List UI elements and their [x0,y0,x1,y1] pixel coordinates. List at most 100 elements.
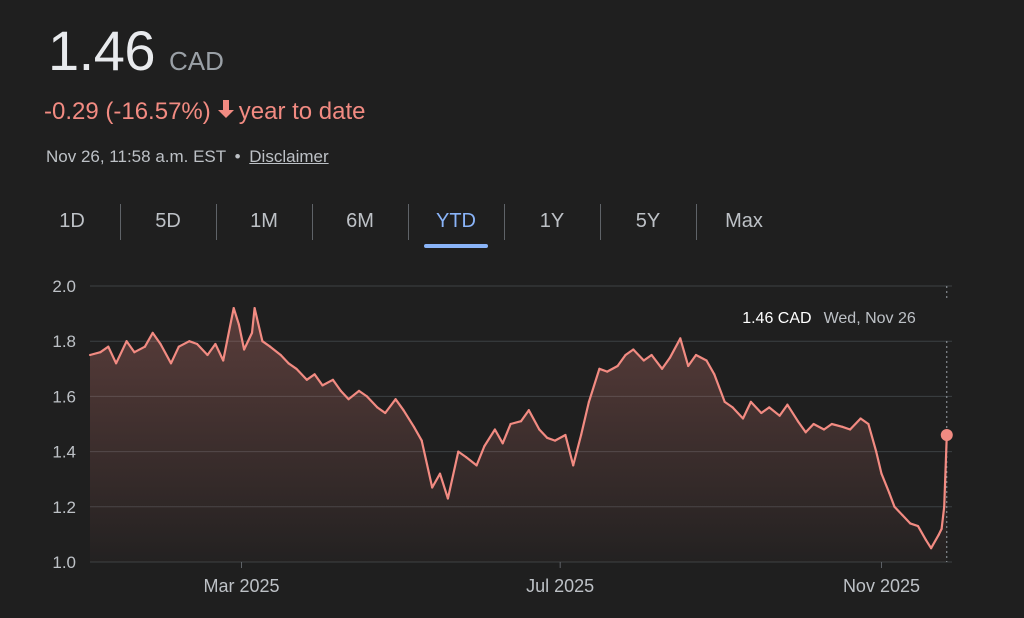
data-point [587,400,591,403]
data-point [475,464,478,467]
data-point [616,364,619,368]
data-point [916,525,920,528]
data-point [287,362,290,365]
data-point [88,353,92,357]
data-point [778,414,781,417]
data-point [261,340,264,343]
data-point [253,307,256,310]
data-point [365,395,368,398]
tab-1m[interactable]: 1M [216,202,312,242]
data-point [901,514,904,517]
data-point [705,359,708,362]
data-point [580,433,583,437]
data-point [206,353,209,357]
data-point [151,331,154,334]
data-point [841,425,844,428]
price-area [90,308,947,562]
data-point [924,538,928,541]
y-tick-label: 1.8 [52,332,76,351]
data-point [243,348,246,351]
data-point [376,406,379,409]
data-point [849,428,852,431]
data-point [509,422,512,426]
data-point [632,348,635,351]
data-point [493,428,496,431]
data-point [694,353,698,357]
data-point [431,486,434,489]
data-point [457,450,460,453]
data-point [553,439,557,442]
y-tick-label: 1.6 [52,387,76,406]
data-point [812,422,815,426]
data-point [159,342,162,346]
data-point [420,439,423,442]
data-point [305,378,308,381]
price-chart[interactable]: 1.0 1.2 1.4 1.6 1.8 2.0 Mar 2025 Jul 2025 Nov 2… [0,262,1024,602]
data-point [269,345,272,348]
tab-max[interactable]: Max [696,202,792,242]
data-point [196,342,199,346]
y-tick-label: 1.2 [52,498,76,517]
data-point [661,367,664,370]
tooltip-date: Wed, Nov 26 [823,310,916,327]
data-point [321,384,324,387]
bullet-separator: • [234,147,241,166]
data-point [339,389,342,392]
tab-1y[interactable]: 1Y [504,202,600,242]
data-point [796,420,800,423]
price-change: -0.29 (-16.57%) year to date [44,98,366,126]
data-point [893,505,896,508]
data-point [830,422,833,426]
data-point [483,445,486,448]
data-point [412,425,415,428]
hover-tooltip: 1.46 CAD Wed, Nov 26 [709,299,949,339]
data-point [279,353,282,357]
x-tick-label: Jul 2025 [526,576,594,596]
data-point [519,420,523,423]
data-point [222,359,225,362]
y-tick-label: 2.0 [52,277,76,296]
data-point [143,345,146,348]
data-point [930,547,933,550]
currency-label: CAD [169,46,224,76]
price-value: 1.46 [48,19,156,82]
data-point [250,331,254,334]
tab-6m[interactable]: 6M [312,202,408,242]
data-point [115,362,118,365]
data-point [741,417,745,420]
data-point [731,406,734,409]
data-point [177,345,180,348]
data-point [786,403,789,406]
data-point [679,337,682,340]
tab-1d[interactable]: 1D [59,210,85,232]
tab-5y[interactable]: 5Y [600,202,696,242]
tab-ytd[interactable]: YTD [408,202,504,248]
data-point [642,359,645,362]
data-point [394,398,397,401]
arrow-down-icon [217,99,235,125]
data-point [133,351,136,354]
data-point [822,428,826,431]
data-point [768,406,771,409]
data-point [446,497,449,500]
quote-header: 1.46 CAD [48,18,224,83]
data-point [188,340,191,343]
period-label: year to date [238,98,366,125]
data-point [546,436,549,439]
data-point [357,389,361,392]
data-point [760,411,763,415]
tooltip-value: 1.46 CAD [742,310,812,327]
data-point [749,400,753,403]
data-point [943,505,946,508]
data-point [237,323,240,326]
data-point [880,472,883,475]
data-point [909,522,912,525]
data-point [875,450,878,453]
data-point [687,364,690,368]
data-point [295,367,298,370]
tab-5d[interactable]: 5D [120,202,216,242]
data-point [624,353,627,357]
disclaimer-link[interactable]: Disclaimer [249,147,329,166]
current-price-marker [940,429,953,442]
data-point [606,370,609,373]
